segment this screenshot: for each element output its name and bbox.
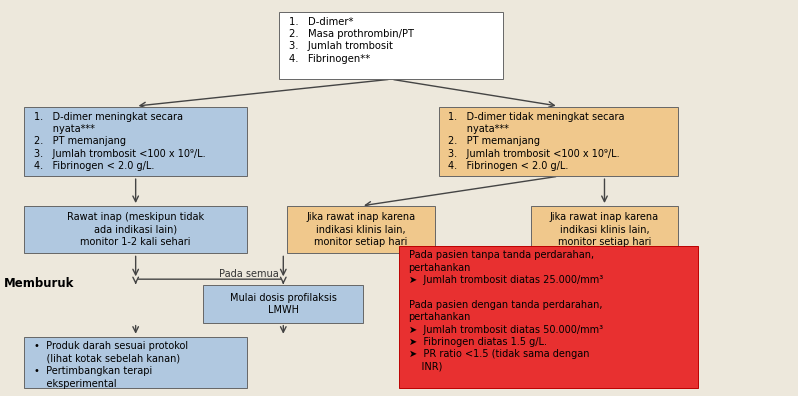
Text: 1.   D-dimer*
2.   Masa prothrombin/PT
3.   Jumlah trombosit
4.   Fibrinogen**: 1. D-dimer* 2. Masa prothrombin/PT 3. Ju… bbox=[289, 17, 414, 64]
Text: 1.   D-dimer tidak meningkat secara
      nyata***
2.   PT memanjang
3.   Jumlah: 1. D-dimer tidak meningkat secara nyata*… bbox=[448, 112, 625, 171]
FancyBboxPatch shape bbox=[531, 206, 678, 253]
Text: Jika rawat inap karena
indikasi klinis lain,
monitor setiap hari: Jika rawat inap karena indikasi klinis l… bbox=[550, 212, 659, 247]
FancyBboxPatch shape bbox=[287, 206, 435, 253]
Text: Mulai dosis profilaksis
LMWH: Mulai dosis profilaksis LMWH bbox=[230, 293, 337, 315]
Text: Pada pasien tanpa tanda perdarahan,
pertahankan
➤  Jumlah trombosit diatas 25.00: Pada pasien tanpa tanda perdarahan, pert… bbox=[409, 250, 602, 372]
FancyBboxPatch shape bbox=[24, 107, 247, 176]
FancyBboxPatch shape bbox=[439, 107, 678, 176]
FancyBboxPatch shape bbox=[203, 285, 363, 323]
FancyBboxPatch shape bbox=[399, 246, 698, 388]
Text: Pada semua: Pada semua bbox=[219, 269, 279, 279]
FancyBboxPatch shape bbox=[279, 12, 503, 79]
Text: 1.   D-dimer meningkat secara
      nyata***
2.   PT memanjang
3.   Jumlah tromb: 1. D-dimer meningkat secara nyata*** 2. … bbox=[34, 112, 205, 171]
FancyBboxPatch shape bbox=[24, 206, 247, 253]
Text: •  Produk darah sesuai protokol
    (lihat kotak sebelah kanan)
•  Pertimbangkan: • Produk darah sesuai protokol (lihat ko… bbox=[34, 341, 188, 388]
Text: Memburuk: Memburuk bbox=[4, 277, 74, 289]
Text: Rawat inap (meskipun tidak
ada indikasi lain)
monitor 1-2 kali sehari: Rawat inap (meskipun tidak ada indikasi … bbox=[67, 212, 204, 247]
FancyBboxPatch shape bbox=[24, 337, 247, 388]
Text: Jika rawat inap karena
indikasi klinis lain,
monitor setiap hari: Jika rawat inap karena indikasi klinis l… bbox=[306, 212, 416, 247]
